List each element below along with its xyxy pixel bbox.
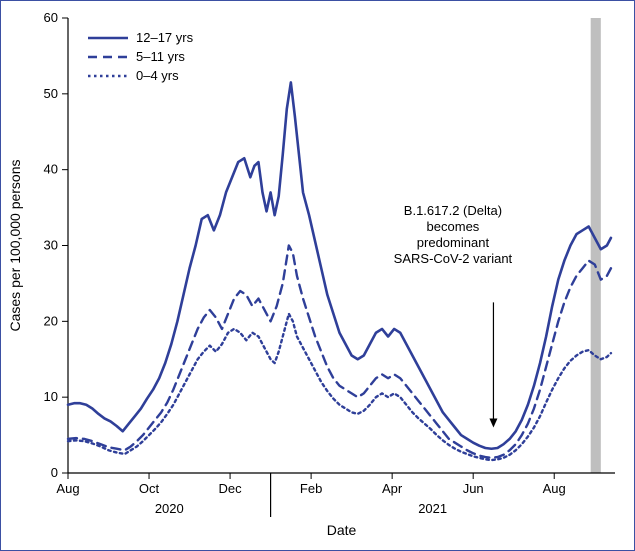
x-tick-label: Aug (56, 481, 79, 496)
x-tick-label: Apr (382, 481, 403, 496)
annotation-text: B.1.617.2 (Delta) (404, 203, 502, 218)
x-axis-label: Date (327, 522, 357, 538)
y-tick-label: 20 (44, 313, 58, 328)
x-tick-label: Jun (463, 481, 484, 496)
annotation-text: becomes (427, 219, 480, 234)
line-chart: 0 10 20 30 40 50 60 Cases per 100,000 persons Au… (0, 0, 635, 551)
series-line (68, 246, 611, 458)
x-tick-label: Feb (300, 481, 322, 496)
x-tick-label: Aug (543, 481, 566, 496)
arrowhead-icon (489, 419, 497, 428)
series-line (68, 82, 611, 448)
x-tick-label: Dec (219, 481, 243, 496)
legend-label: 12–17 yrs (136, 30, 194, 45)
legend-label: 0–4 yrs (136, 68, 179, 83)
y-axis-label: Cases per 100,000 persons (7, 160, 23, 332)
chart-svg: 0 10 20 30 40 50 60 Cases per 100,000 persons Au… (0, 0, 635, 551)
y-tick-label: 0 (51, 465, 58, 480)
year-label: 2021 (418, 501, 447, 516)
y-tick-label: 60 (44, 10, 58, 25)
annotation-text: SARS-CoV-2 variant (394, 251, 513, 266)
y-tick-label: 30 (44, 238, 58, 253)
y-tick-label: 40 (44, 162, 58, 177)
y-tick-label: 50 (44, 86, 58, 101)
legend-label: 5–11 yrs (136, 49, 185, 64)
x-tick-label: Oct (139, 481, 160, 496)
annotation-text: predominant (417, 235, 490, 250)
year-label: 2020 (155, 501, 184, 516)
y-tick-label: 10 (44, 389, 58, 404)
